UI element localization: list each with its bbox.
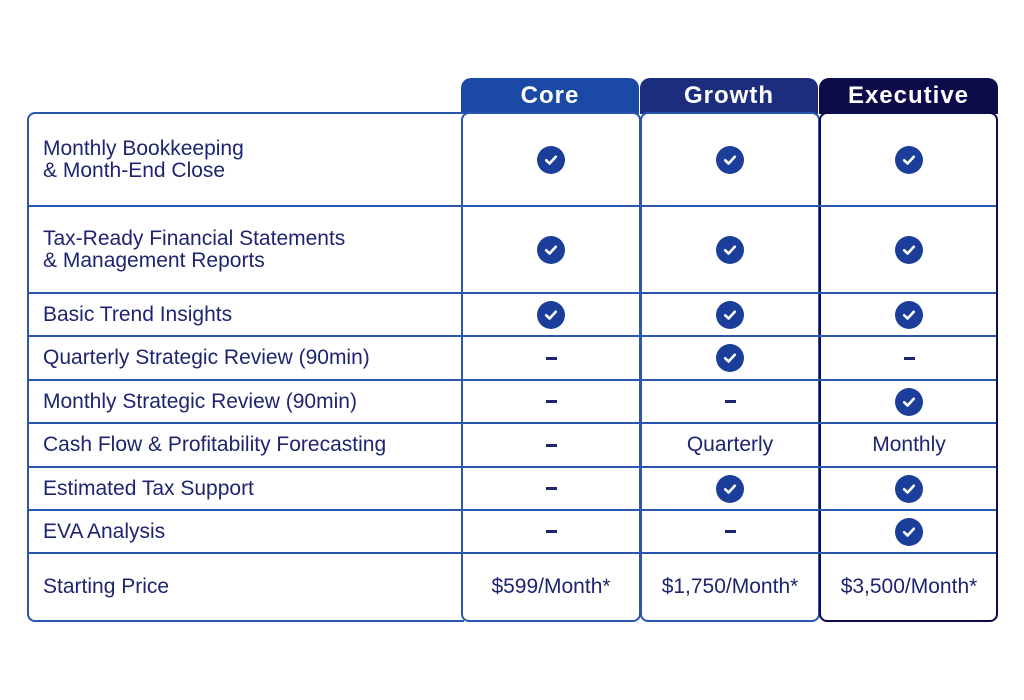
growth-cell bbox=[640, 467, 820, 510]
row-divider bbox=[29, 466, 996, 468]
executive-cell bbox=[819, 114, 999, 206]
price-value: $599/Month* bbox=[491, 574, 611, 598]
executive-cell bbox=[819, 293, 999, 336]
dash-icon bbox=[545, 356, 557, 360]
core-cell bbox=[461, 423, 641, 467]
check-circle-icon bbox=[716, 300, 744, 329]
plan-header-executive: Executive bbox=[819, 78, 998, 114]
dash-icon bbox=[724, 400, 736, 403]
feature-label: Estimated Tax Support bbox=[43, 476, 254, 500]
growth-cell bbox=[640, 114, 820, 206]
plan-header-growth: Growth bbox=[640, 78, 818, 114]
core-cell bbox=[461, 336, 641, 380]
plan-header-core: Core bbox=[461, 78, 639, 114]
growth-cell bbox=[640, 336, 820, 380]
growth-cell bbox=[640, 293, 820, 336]
feature-label: Monthly Bookkeeping & Month-End Close bbox=[43, 137, 244, 182]
check-circle-icon bbox=[537, 300, 565, 329]
check-circle-icon bbox=[895, 517, 923, 546]
core-cell bbox=[461, 293, 641, 336]
dash-icon bbox=[545, 487, 557, 490]
growth-cell bbox=[640, 510, 820, 553]
check-circle-icon bbox=[895, 235, 923, 264]
executive-cell bbox=[819, 336, 999, 380]
plan-name: Core bbox=[520, 82, 580, 109]
check-circle-icon bbox=[895, 300, 923, 329]
check-circle-icon bbox=[716, 235, 744, 264]
executive-cell bbox=[819, 467, 999, 510]
feature-label: Quarterly Strategic Review (90min) bbox=[43, 346, 370, 369]
check-circle-icon bbox=[716, 474, 744, 503]
plan-name: Growth bbox=[684, 82, 774, 109]
dash-icon bbox=[545, 443, 557, 447]
feature-label: Basic Trend Insights bbox=[43, 302, 233, 326]
executive-cell bbox=[819, 380, 999, 423]
core-cell bbox=[461, 510, 641, 553]
check-circle-icon bbox=[537, 146, 565, 174]
core-cell: $599/Month* bbox=[461, 553, 641, 620]
row-divider bbox=[29, 379, 996, 381]
check-circle-icon bbox=[537, 235, 565, 264]
check-circle-icon bbox=[716, 146, 744, 174]
row-divider bbox=[29, 552, 996, 554]
executive-column-frame bbox=[819, 112, 998, 622]
growth-cell: $1,750/Month* bbox=[640, 553, 820, 620]
core-cell bbox=[461, 206, 641, 293]
check-circle-icon bbox=[895, 387, 923, 416]
executive-cell: $3,500/Month* bbox=[819, 553, 999, 620]
row-divider bbox=[29, 422, 996, 424]
executive-cell: Monthly bbox=[819, 423, 999, 467]
dash-icon bbox=[545, 400, 557, 403]
row-divider bbox=[29, 292, 996, 294]
dash-icon bbox=[724, 530, 736, 533]
core-cell bbox=[461, 114, 641, 206]
row-divider bbox=[29, 335, 996, 337]
row-divider bbox=[29, 509, 996, 511]
executive-cell bbox=[819, 206, 999, 293]
frequency-value: Quarterly bbox=[686, 433, 774, 456]
feature-label: Monthly Strategic Review (90min) bbox=[43, 389, 357, 413]
executive-cell bbox=[819, 510, 999, 553]
dash-icon bbox=[545, 530, 557, 533]
check-circle-icon bbox=[895, 146, 923, 174]
core-cell bbox=[461, 380, 641, 423]
price-value: $1,750/Month* bbox=[661, 574, 799, 598]
price-value: $3,500/Month* bbox=[840, 574, 978, 598]
feature-label: Tax-Ready Financial Statements & Managem… bbox=[43, 226, 346, 272]
feature-label: Starting Price bbox=[43, 574, 170, 598]
plan-name: Executive bbox=[847, 82, 970, 109]
growth-cell bbox=[640, 206, 820, 293]
core-cell bbox=[461, 467, 641, 510]
feature-column-frame bbox=[27, 112, 464, 622]
feature-label: EVA Analysis bbox=[43, 519, 166, 543]
check-circle-icon bbox=[895, 474, 923, 503]
row-divider bbox=[29, 205, 996, 207]
growth-cell: Quarterly bbox=[640, 423, 820, 467]
growth-cell bbox=[640, 380, 820, 423]
feature-label: Cash Flow & Profitability Forecasting bbox=[43, 433, 387, 456]
check-circle-icon bbox=[716, 344, 744, 372]
dash-icon bbox=[903, 356, 915, 360]
frequency-value: Monthly bbox=[872, 433, 946, 456]
